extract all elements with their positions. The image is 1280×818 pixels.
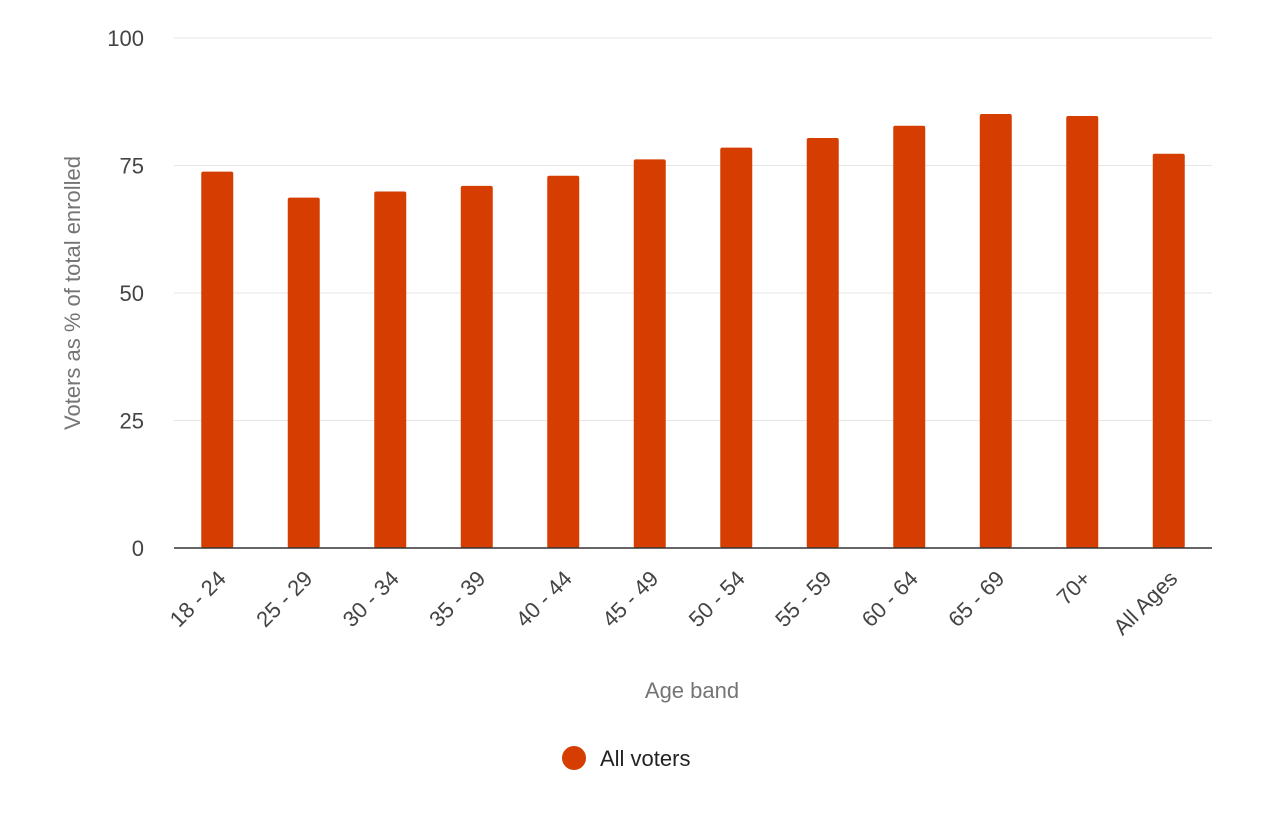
bar — [1066, 116, 1099, 548]
x-tick-label: 65 - 69 — [943, 566, 1009, 632]
bar — [633, 159, 666, 548]
y-tick-label: 75 — [120, 154, 144, 179]
bar — [806, 137, 839, 548]
x-tick-label: 50 - 54 — [684, 566, 750, 632]
bar — [979, 113, 1012, 549]
x-axis-ticks: 18 - 24 25 - 29 30 - 34 35 - 39 40 - 44 45 - … — [165, 566, 1183, 640]
bar — [201, 171, 234, 548]
x-tick-label: 55 - 59 — [770, 566, 836, 632]
y-tick-label: 50 — [120, 281, 144, 306]
x-tick-label: 60 - 64 — [857, 566, 923, 632]
x-tick-label: All Ages — [1108, 566, 1182, 640]
bar — [460, 185, 493, 548]
x-tick-label: 40 - 44 — [511, 566, 577, 632]
bar — [374, 191, 407, 548]
bar — [720, 147, 753, 548]
bar — [547, 175, 580, 548]
y-tick-label: 0 — [132, 536, 144, 561]
y-tick-label: 25 — [120, 409, 144, 434]
x-tick-label: 70+ — [1052, 566, 1096, 610]
bar — [1152, 153, 1185, 548]
x-tick-label: 18 - 24 — [165, 566, 231, 632]
x-tick-label: 35 - 39 — [424, 566, 490, 632]
y-axis-ticks: 0 25 50 75 100 — [107, 26, 144, 561]
x-tick-label: 30 - 34 — [338, 566, 404, 632]
legend: All voters — [562, 746, 690, 771]
legend-label: All voters — [600, 746, 690, 771]
legend-swatch — [562, 746, 586, 770]
y-tick-label: 100 — [107, 26, 144, 51]
bar — [893, 125, 926, 548]
gridlines — [174, 37, 1212, 421]
bars — [201, 113, 1185, 549]
y-axis-title: Voters as % of total enrolled — [60, 156, 85, 430]
x-tick-label: 25 - 29 — [251, 566, 317, 632]
bar — [287, 197, 320, 548]
x-tick-label: 45 - 49 — [597, 566, 663, 632]
x-axis-title: Age band — [645, 678, 739, 703]
